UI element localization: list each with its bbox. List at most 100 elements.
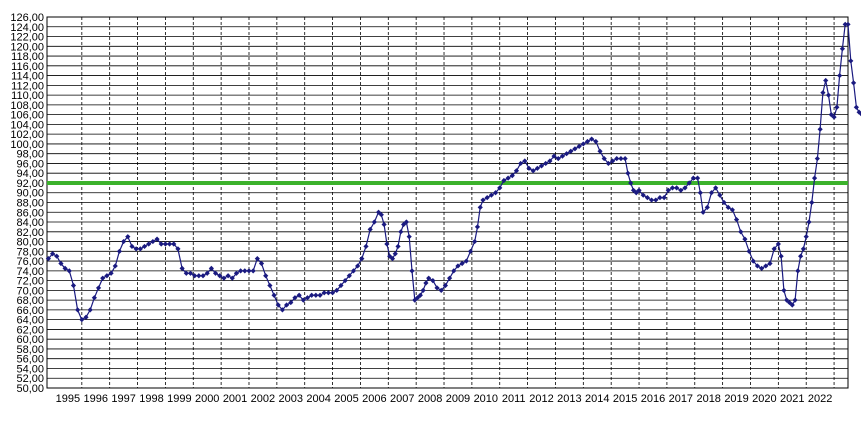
y-tick-label: 78,00 [16,246,44,258]
data-point [200,273,206,279]
y-axis-tick-labels: 50,0052,0054,0056,0058,0060,0062,0064,00… [10,12,44,395]
data-point [212,270,219,276]
chart-grid [47,16,848,389]
y-tick-label: 122,00 [10,32,44,44]
x-tick-label: 2011 [502,393,526,405]
data-point [555,155,561,162]
y-tick-label: 108,00 [10,100,44,112]
data-point [459,260,465,267]
data-point [338,282,344,289]
data-point [414,295,421,301]
y-tick-label: 74,00 [16,266,44,278]
data-point [729,207,735,213]
data-point [644,195,651,201]
data-point [175,246,181,252]
data-point [442,282,449,289]
data-point [480,197,486,203]
data-point [750,258,756,264]
data-point [505,175,511,181]
y-tick-label: 80,00 [16,237,44,249]
data-point [423,280,429,286]
data-point [839,46,846,52]
data-point [95,285,102,291]
y-tick-label: 118,00 [11,51,44,63]
data-point [786,299,793,306]
y-tick-label: 72,00 [16,276,44,288]
data-point [763,263,769,269]
data-point [559,153,566,159]
data-point [678,187,684,193]
y-tick-label: 106,00 [10,110,44,122]
data-point [665,187,671,193]
data-point [694,175,701,181]
data-point [346,273,352,279]
x-axis-tick-labels: 1995 1996 1997 1998 1999 2000 2001 2002 2003 2004… [56,393,833,405]
x-tick-label: 2002 [251,393,275,405]
series-line [47,23,861,321]
x-tick-label: 2007 [390,393,414,405]
x-tick-label: 1998 [139,393,163,405]
x-tick-label: 2015 [613,393,637,405]
data-point [653,197,659,203]
data-point [171,241,177,247]
data-point [526,165,532,171]
x-tick-label: 2018 [696,393,720,405]
data-point [742,236,748,242]
x-tick-label: 2003 [279,393,303,405]
data-point [313,292,319,298]
x-tick-label: 2009 [446,393,470,405]
data-point [355,263,361,269]
y-tick-label: 124,00 [10,22,44,34]
x-tick-label: 2010 [474,393,498,405]
data-point [775,241,781,247]
data-point [150,238,156,245]
data-point [325,290,331,296]
data-point [738,229,744,235]
data-point [451,268,457,274]
data-point [359,256,365,262]
data-point [384,241,390,247]
data-point [420,287,426,293]
data-point [75,307,81,313]
data-point [392,251,398,257]
data-point [543,160,549,167]
data-point [661,195,667,201]
data-point [842,21,848,27]
data-point [472,238,478,245]
data-point [242,268,248,274]
data-point [403,219,410,225]
y-tick-label: 112,00 [11,80,44,92]
data-point [589,136,595,142]
data-point [497,185,503,191]
y-tick-label: 100,00 [10,139,44,151]
data-point [263,273,269,279]
data-point [91,295,97,301]
plot-area-border [46,16,849,389]
data-point [381,221,387,228]
data-point [820,90,826,96]
data-point [530,168,536,174]
data-point [187,270,194,276]
y-tick-label: 120,00 [10,41,44,53]
data-point [817,126,823,132]
data-point [179,265,185,272]
data-point [704,204,710,210]
data-point [538,163,545,169]
data-point [713,185,719,191]
data-point [828,112,834,118]
data-point [300,297,306,303]
data-point [488,192,494,198]
data-point [438,287,444,293]
x-tick-label: 1999 [167,393,191,405]
data-point [79,317,85,323]
data-point [477,204,483,210]
data-point [317,292,323,298]
y-tick-label: 92,00 [16,178,44,190]
data-point [700,209,706,215]
y-tick-label: 102,00 [10,129,44,141]
y-tick-label: 104,00 [10,119,44,131]
data-point [54,253,60,259]
data-point [492,190,499,196]
series-group [45,21,861,323]
